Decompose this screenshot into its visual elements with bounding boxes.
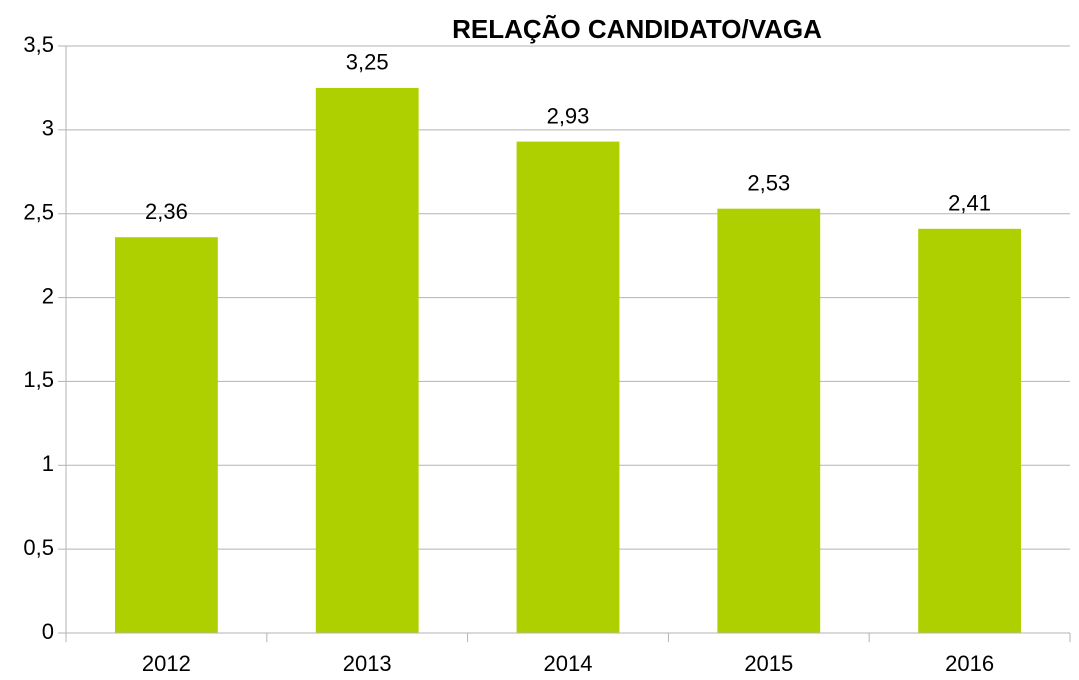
y-tick-label: 0,5 (23, 535, 54, 560)
y-tick-label: 1 (42, 451, 54, 476)
bar (717, 208, 821, 633)
data-label: 2,53 (747, 170, 790, 195)
data-label: 2,93 (547, 103, 590, 128)
x-tick-label: 2016 (945, 651, 994, 676)
x-tick-label: 2015 (744, 651, 793, 676)
y-tick-label: 3 (42, 116, 54, 141)
bar (516, 141, 620, 633)
data-label: 2,36 (145, 199, 188, 224)
bar (918, 228, 1022, 633)
bar (114, 237, 218, 634)
bar (315, 87, 419, 633)
data-label: 3,25 (346, 50, 389, 75)
y-tick-label: 3,5 (23, 32, 54, 57)
y-tick-label: 0 (42, 619, 54, 644)
x-tick-label: 2014 (544, 651, 593, 676)
y-tick-label: 1,5 (23, 367, 54, 392)
y-tick-label: 2 (42, 283, 54, 308)
data-label: 2,41 (948, 191, 991, 216)
y-tick-label: 2,5 (23, 200, 54, 225)
x-tick-label: 2012 (142, 651, 191, 676)
x-tick-label: 2013 (343, 651, 392, 676)
chart-title: RELAÇÃO CANDIDATO/VAGA (452, 14, 822, 44)
